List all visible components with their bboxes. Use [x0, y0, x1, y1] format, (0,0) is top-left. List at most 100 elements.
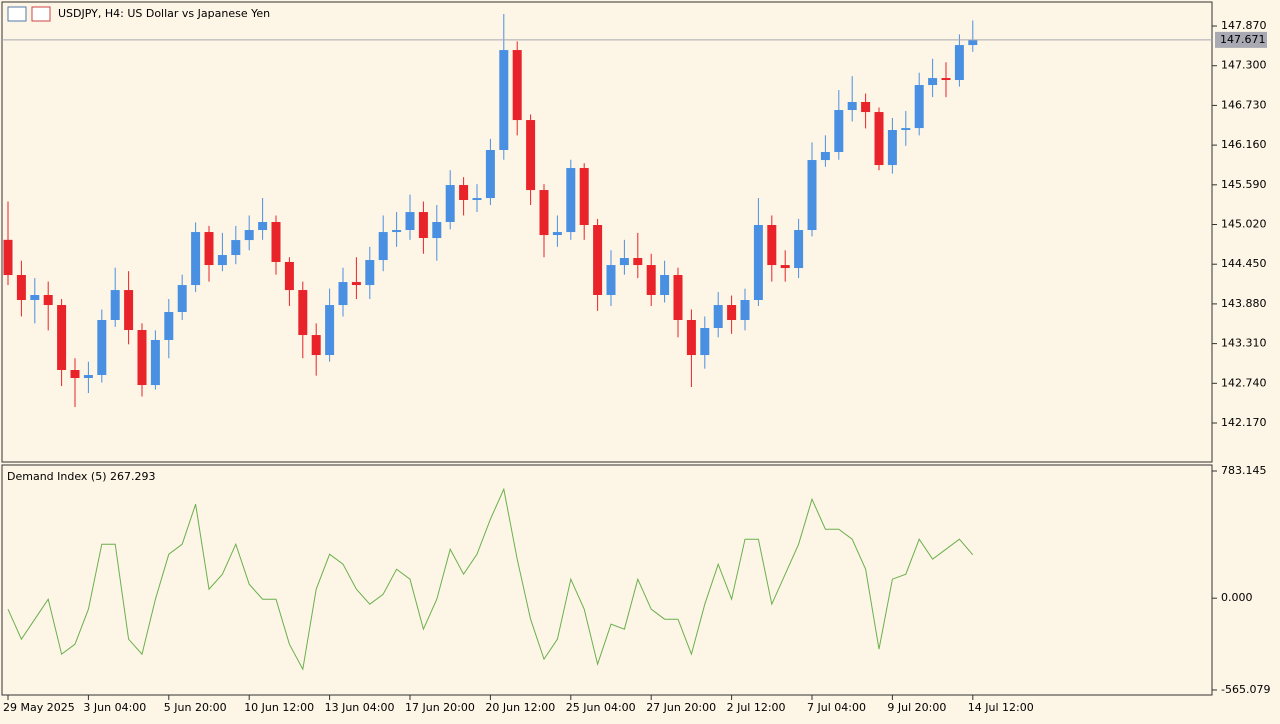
candle-body — [217, 255, 227, 266]
candle-body — [499, 50, 509, 150]
candle-body — [177, 285, 187, 312]
candle-body — [365, 260, 375, 286]
candle-body — [512, 50, 522, 121]
candle-body — [794, 230, 804, 269]
candle-body — [284, 261, 294, 291]
y-tick-label: 145.020 — [1221, 218, 1267, 231]
candle-body — [258, 222, 268, 231]
candle-body — [780, 265, 790, 269]
candle-body — [164, 311, 174, 340]
candle-body — [633, 258, 643, 266]
chart-title: USDJPY, H4: US Dollar vs Japanese Yen — [58, 7, 270, 20]
candle-body — [820, 152, 830, 161]
candle-body — [713, 305, 723, 329]
candle-body — [432, 222, 442, 239]
x-tick-label: 27 Jun 20:00 — [646, 701, 716, 714]
candle-body — [686, 319, 696, 356]
y-tick-label: 0.000 — [1221, 591, 1253, 604]
x-tick-label: 7 Jul 04:00 — [807, 701, 866, 714]
y-tick-label: 142.170 — [1221, 416, 1267, 429]
candle-body — [834, 110, 844, 153]
candle-body — [552, 232, 562, 236]
y-tick-label: 143.880 — [1221, 297, 1267, 310]
candle-body — [485, 149, 495, 199]
candle-body — [874, 112, 884, 166]
x-tick-label: 10 Jun 12:00 — [244, 701, 314, 714]
candle-body — [204, 232, 214, 266]
candle-body — [700, 328, 710, 356]
candle-body — [526, 120, 536, 191]
candle-body — [445, 185, 455, 223]
candle-body — [579, 168, 589, 226]
candle-body — [928, 78, 938, 86]
candle-body — [16, 275, 26, 301]
candle-body — [271, 222, 281, 262]
candle-body — [137, 330, 147, 386]
indicator-title: Demand Index (5) 267.293 — [7, 470, 156, 483]
main-pane — [1, 1, 1213, 463]
candle-body — [110, 290, 120, 320]
candle-body — [338, 282, 348, 306]
y-tick-label: -565.079 — [1221, 683, 1270, 696]
candle-body — [124, 290, 134, 331]
candle-body — [740, 300, 750, 320]
candle-body — [405, 212, 415, 231]
x-tick-label: 2 Jul 12:00 — [727, 701, 786, 714]
candle-body — [941, 78, 951, 81]
candle-body — [244, 230, 254, 241]
y-tick-label: 144.450 — [1221, 257, 1267, 270]
y-tick-label: 145.590 — [1221, 178, 1267, 191]
y-tick-label: 147.300 — [1221, 59, 1267, 72]
candle-body — [847, 102, 857, 111]
candle-body — [861, 102, 871, 113]
candle-body — [606, 265, 616, 295]
candle-body — [231, 240, 241, 256]
candle-body — [311, 335, 321, 356]
candle-body — [646, 265, 656, 295]
chart-icon — [7, 6, 51, 22]
x-tick-label: 25 Jun 04:00 — [566, 701, 636, 714]
candle-body — [378, 232, 388, 261]
candle-body — [968, 39, 978, 46]
y-tick-label: 146.160 — [1221, 138, 1267, 151]
candle-body — [753, 225, 763, 301]
x-tick-label: 14 Jul 12:00 — [968, 701, 1034, 714]
y-tick-label: 783.145 — [1221, 464, 1267, 477]
indicator-line — [7, 487, 974, 671]
candle-body — [298, 290, 308, 336]
candle-body — [727, 305, 737, 320]
candle-body — [351, 282, 361, 286]
x-tick-label: 9 Jul 20:00 — [887, 701, 946, 714]
candle-body — [191, 232, 201, 286]
indicator-pane — [1, 464, 1213, 696]
candle-body — [83, 375, 93, 379]
candle-body — [3, 239, 13, 276]
candle-body — [70, 370, 80, 379]
candle-body — [673, 275, 683, 320]
x-tick-label: 3 Jun 04:00 — [83, 701, 146, 714]
last-price-label: 147.671 — [1220, 33, 1266, 46]
candle-body — [887, 130, 897, 166]
candle-body — [660, 275, 670, 295]
x-tick-label: 17 Jun 20:00 — [405, 701, 475, 714]
candle-body — [30, 294, 40, 301]
candle-body — [954, 45, 964, 81]
candle-body — [914, 85, 924, 129]
candle-body — [901, 128, 911, 131]
x-tick-label: 29 May 2025 — [3, 701, 75, 714]
y-tick-label: 143.310 — [1221, 337, 1267, 350]
candle-body — [43, 294, 53, 306]
candle-body — [97, 319, 107, 376]
y-tick-label: 147.870 — [1221, 19, 1267, 32]
y-tick-label: 142.740 — [1221, 376, 1267, 389]
candle-body — [325, 305, 335, 356]
candle-body — [767, 225, 777, 266]
x-tick-label: 20 Jun 12:00 — [485, 701, 555, 714]
candle-body — [392, 230, 402, 233]
candle-body — [418, 212, 428, 239]
x-tick-label: 5 Jun 20:00 — [164, 701, 227, 714]
candle-body — [539, 190, 549, 236]
candle-body — [57, 305, 67, 370]
candle-body — [807, 160, 817, 231]
